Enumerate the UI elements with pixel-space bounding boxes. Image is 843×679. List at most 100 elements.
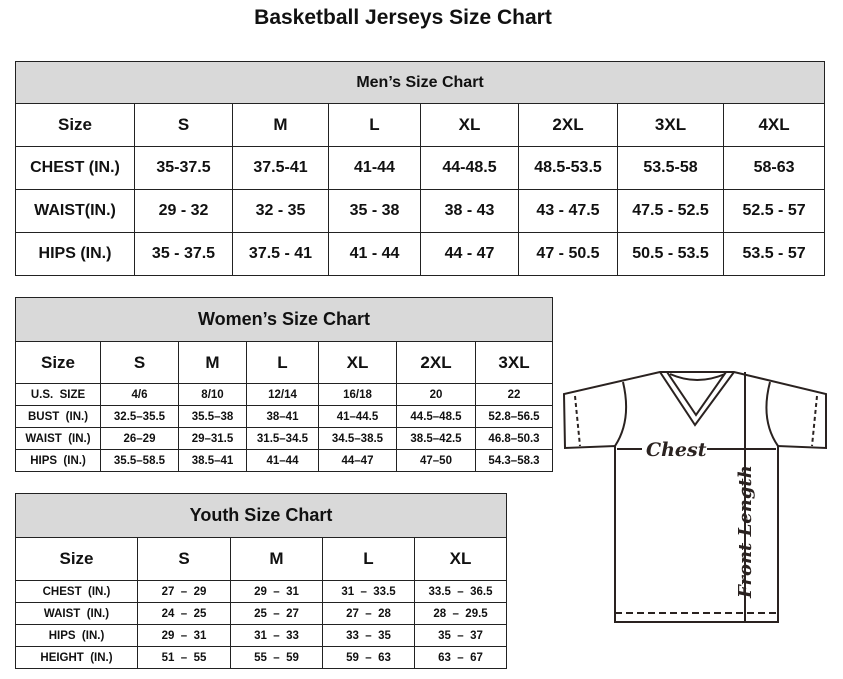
column-header: M xyxy=(232,103,329,147)
table-cell: 31.5–34.5 xyxy=(246,427,319,450)
table-cell: 22 xyxy=(474,383,554,406)
row-label: HIPS (IN.) xyxy=(15,232,135,276)
table-cell: 27 – 28 xyxy=(322,602,415,625)
table-cell: 44–47 xyxy=(318,449,397,472)
row-label: WAIST (IN.) xyxy=(15,602,138,625)
row-label: WAIST(IN.) xyxy=(15,189,135,233)
table-cell: 31 – 33 xyxy=(230,624,323,647)
column-header: Size xyxy=(15,341,101,384)
table-cell: 53.5-58 xyxy=(617,146,724,190)
table-cell: 35.5–38 xyxy=(178,405,247,428)
table-cell: 16/18 xyxy=(318,383,397,406)
table-cell: 12/14 xyxy=(246,383,319,406)
jersey-diagram: Chest Front Length xyxy=(562,371,827,623)
row-label: HIPS (IN.) xyxy=(15,624,138,647)
table-cell: 38.5–42.5 xyxy=(396,427,476,450)
table-cell: 32 - 35 xyxy=(232,189,329,233)
table-cell: 29–31.5 xyxy=(178,427,247,450)
table-cell: 4/6 xyxy=(100,383,179,406)
page-title: Basketball Jerseys Size Chart xyxy=(254,6,552,29)
table-cell: 43 - 47.5 xyxy=(518,189,618,233)
table-row: WAIST(IN.) 29 - 32 32 - 35 35 - 38 38 - 43 43… xyxy=(15,189,826,233)
table-cell: 25 – 27 xyxy=(230,602,323,625)
size-header-row: Size S M L XL 2XL 3XL 4XL xyxy=(15,103,826,147)
table-cell: 55 – 59 xyxy=(230,646,323,669)
table-cell: 50.5 - 53.5 xyxy=(617,232,724,276)
mens-size-chart: Men’s Size Chart Size S M L XL 2XL 3XL 4XL CHEST … xyxy=(14,61,826,276)
table-cell: 47.5 - 52.5 xyxy=(617,189,724,233)
table-row: HIPS (IN.) 35 - 37.5 37.5 - 41 41 - 44 44 - … xyxy=(15,232,826,276)
table-cell: 41 - 44 xyxy=(328,232,421,276)
table-cell: 52.8–56.5 xyxy=(474,405,554,428)
column-header: 3XL xyxy=(474,341,554,384)
table-cell: 37.5-41 xyxy=(232,146,329,190)
table-cell: 44-48.5 xyxy=(420,146,519,190)
table-cell: 32.5–35.5 xyxy=(100,405,179,428)
table-cell: 35 - 37.5 xyxy=(134,232,233,276)
column-header: 4XL xyxy=(722,103,826,147)
column-header: S xyxy=(100,341,179,384)
table-cell: 29 – 31 xyxy=(137,624,231,647)
table-cell: 24 – 25 xyxy=(137,602,231,625)
table-cell: 26–29 xyxy=(100,427,179,450)
table-cell: 41–44.5 xyxy=(318,405,397,428)
row-label: HIPS (IN.) xyxy=(15,449,101,472)
table-cell: 37.5 - 41 xyxy=(232,232,329,276)
table-cell: 35.5–58.5 xyxy=(100,449,179,472)
table-cell: 29 - 32 xyxy=(134,189,233,233)
row-label: WAIST (IN.) xyxy=(15,427,101,450)
table-row: HIPS (IN.) 29 – 31 31 – 33 33 – 35 35 – 37 xyxy=(15,624,508,647)
table-cell: 44 - 47 xyxy=(420,232,519,276)
table-cell: 54.3–58.3 xyxy=(474,449,554,472)
column-header: M xyxy=(230,537,323,581)
table-cell: 53.5 - 57 xyxy=(722,232,826,276)
table-cell: 38–41 xyxy=(246,405,319,428)
table-cell: 33 – 35 xyxy=(322,624,415,647)
column-header: Size xyxy=(15,103,135,147)
column-header: Size xyxy=(15,537,138,581)
table-cell: 58-63 xyxy=(722,146,826,190)
column-header: S xyxy=(137,537,231,581)
size-header-row: Size S M L XL xyxy=(15,537,508,581)
table-cell: 28 – 29.5 xyxy=(413,602,508,625)
column-header: XL xyxy=(413,537,508,581)
row-label: CHEST (IN.) xyxy=(15,146,135,190)
table-row: HIPS (IN.) 35.5–58.5 38.5–41 41–44 44–47 47–5… xyxy=(15,449,554,472)
front-length-label: Front Length xyxy=(735,465,756,599)
table-cell: 34.5–38.5 xyxy=(318,427,397,450)
column-header: S xyxy=(134,103,233,147)
row-label: CHEST (IN.) xyxy=(15,580,138,603)
column-header: 3XL xyxy=(617,103,724,147)
table-cell: 8/10 xyxy=(178,383,247,406)
table-cell: 38 - 43 xyxy=(420,189,519,233)
column-header: L xyxy=(246,341,319,384)
table-cell: 59 – 63 xyxy=(322,646,415,669)
table-cell: 35 - 38 xyxy=(328,189,421,233)
youth-size-chart: Youth Size Chart Size S M L XL CHEST (IN.) 27 –… xyxy=(14,493,508,669)
row-label: U.S. SIZE xyxy=(15,383,101,406)
shirt-outline xyxy=(562,371,827,623)
table-cell: 35 – 37 xyxy=(413,624,508,647)
chest-label: Chest xyxy=(646,439,707,461)
row-label: HEIGHT (IN.) xyxy=(15,646,138,669)
table-cell: 47 - 50.5 xyxy=(518,232,618,276)
table-cell: 41-44 xyxy=(328,146,421,190)
chart-title: Men’s Size Chart xyxy=(14,61,826,104)
column-header: 2XL xyxy=(396,341,476,384)
row-label: BUST (IN.) xyxy=(15,405,101,428)
table-cell: 33.5 – 36.5 xyxy=(413,580,508,603)
column-header: L xyxy=(328,103,421,147)
chart-title: Women’s Size Chart xyxy=(14,297,554,342)
table-cell: 52.5 - 57 xyxy=(722,189,826,233)
table-row: U.S. SIZE 4/6 8/10 12/14 16/18 20 22 xyxy=(15,383,554,406)
womens-size-chart: Women’s Size Chart Size S M L XL 2XL 3XL U.S. SI… xyxy=(14,297,554,472)
table-cell: 38.5–41 xyxy=(178,449,247,472)
table-cell: 31 – 33.5 xyxy=(322,580,415,603)
column-header: XL xyxy=(420,103,519,147)
table-row: HEIGHT (IN.) 51 – 55 55 – 59 59 – 63 63 – 67 xyxy=(15,646,508,669)
table-cell: 27 – 29 xyxy=(137,580,231,603)
table-cell: 20 xyxy=(396,383,476,406)
table-cell: 41–44 xyxy=(246,449,319,472)
table-cell: 29 – 31 xyxy=(230,580,323,603)
table-cell: 47–50 xyxy=(396,449,476,472)
